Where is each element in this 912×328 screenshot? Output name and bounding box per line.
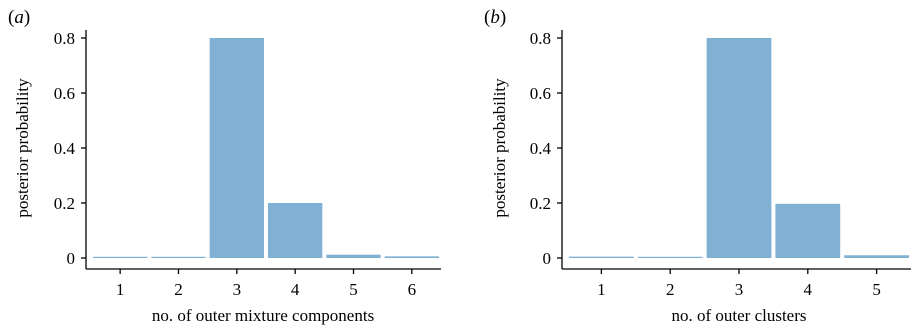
y-axis-title: posterior probability	[490, 78, 509, 218]
y-tick-label: 0.2	[530, 194, 551, 213]
bar-6	[384, 256, 439, 258]
x-tick-label: 3	[735, 280, 744, 299]
y-tick-label: 0	[67, 249, 76, 268]
panel-label: (a)	[8, 7, 30, 28]
chart-panel-a: (a) 1 2 3 4 5 6 0 0.2 0.4 0.6 0.8 no. of outer mixtu…	[8, 7, 441, 325]
bar-4	[775, 203, 841, 258]
x-axis-title: no. of outer clusters	[671, 306, 806, 325]
y-tick-label: 0.6	[530, 84, 551, 103]
y-tick-label: 0.8	[54, 29, 75, 48]
bar-1	[93, 256, 148, 258]
x-tick-label: 2	[666, 280, 675, 299]
panel-letter: b	[490, 7, 500, 28]
x-tick-label: 4	[804, 280, 813, 299]
y-tick-label: 0.2	[54, 194, 75, 213]
y-tick-label: 0.4	[54, 139, 76, 158]
x-axis-title: no. of outer mixture components	[152, 306, 374, 325]
y-axis-title: posterior probability	[13, 78, 32, 218]
y-tick-label: 0.6	[54, 84, 75, 103]
x-tick-label: 4	[291, 280, 300, 299]
x-tick-label: 2	[174, 280, 183, 299]
x-tick-label: 5	[872, 280, 881, 299]
x-tick-label: 1	[116, 280, 125, 299]
y-tick-label: 0.4	[530, 139, 552, 158]
bar-2	[637, 256, 703, 258]
x-tick-label: 6	[408, 280, 417, 299]
bar-1	[569, 256, 634, 258]
bar-5	[326, 254, 381, 258]
panel-label: (b)	[484, 7, 506, 28]
y-tick-label: 0.8	[530, 29, 551, 48]
bar-3	[706, 38, 772, 258]
x-tick-label: 3	[233, 280, 242, 299]
bar-5	[844, 255, 909, 258]
bar-4	[268, 203, 323, 258]
x-tick-label: 1	[597, 280, 606, 299]
chart-panel-b: (b) 1 2 3 4 5 0 0.2 0.4 0.6 0.8 no. of outer cluste…	[484, 7, 911, 325]
x-tick-label: 5	[349, 280, 358, 299]
y-tick-label: 0	[543, 249, 552, 268]
bar-3	[209, 38, 264, 258]
panel-letter: a	[14, 7, 24, 28]
bar-2	[151, 256, 206, 258]
